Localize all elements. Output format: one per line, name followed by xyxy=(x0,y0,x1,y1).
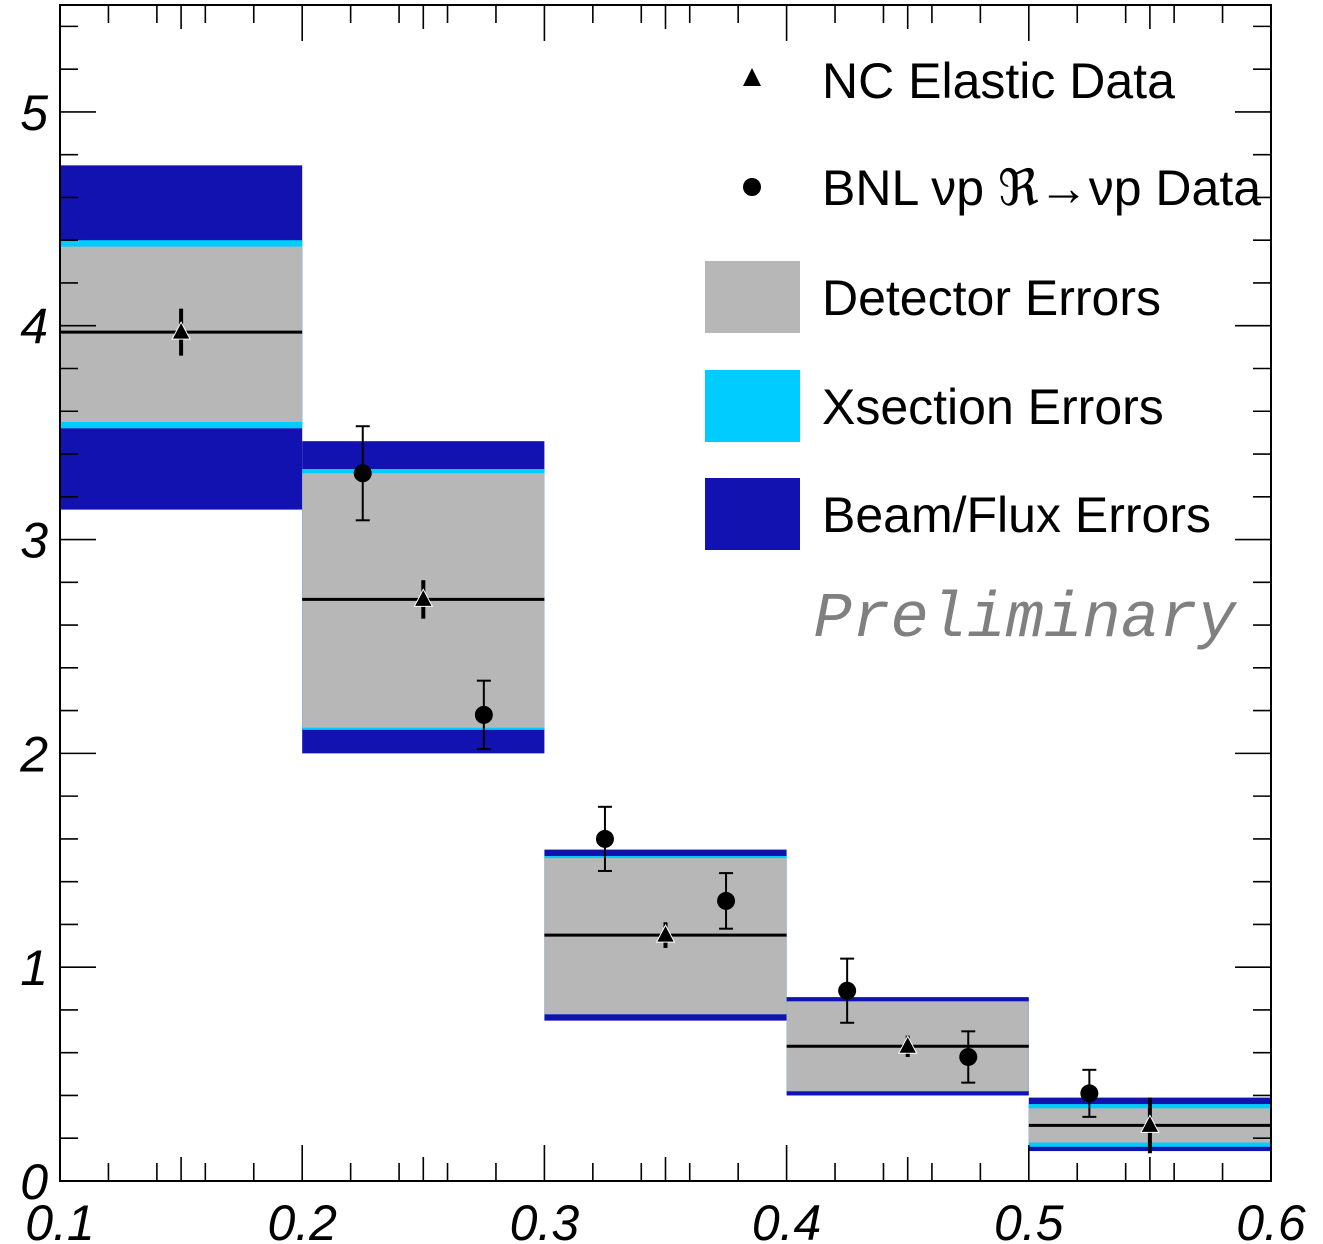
x-tick-label-0: 0.1 xyxy=(25,1195,95,1244)
legend-label-1: BNL νp ℜ→νp Data xyxy=(822,160,1261,216)
x-tick-label-3: 0.4 xyxy=(752,1195,822,1244)
bnl-data-point-4 xyxy=(838,981,857,1000)
y-tick-label-5: 5 xyxy=(20,85,48,141)
preliminary-annotation: Preliminary xyxy=(814,584,1238,656)
legend-label-3: Xsection Errors xyxy=(822,379,1164,435)
legend-swatch-beam xyxy=(705,478,800,550)
legend-triangle-icon xyxy=(743,68,761,86)
bnl-data-point-3 xyxy=(717,891,736,910)
nc-elastic-data-point-4 xyxy=(1140,1114,1160,1133)
nc-elastic-data-point-0 xyxy=(171,321,191,340)
bnl-data-point-2 xyxy=(595,829,614,848)
nc-elastic-data-point-1 xyxy=(413,588,434,607)
legend-label-2: Detector Errors xyxy=(822,270,1161,326)
bnl-data-point-0 xyxy=(353,464,372,483)
nc-elastic-data-point-3 xyxy=(897,1035,918,1054)
x-tick-label-2: 0.3 xyxy=(510,1195,580,1244)
legend-label-0: NC Elastic Data xyxy=(822,53,1175,109)
tick-labels: 0.1 0.2 0.3 0.4 0.5 0.6 0 1 2 3 4 5 xyxy=(19,85,1306,1244)
x-tick-label-5: 0.6 xyxy=(1236,1195,1306,1244)
y-tick-label-4: 4 xyxy=(20,299,48,355)
y-tick-label-2: 2 xyxy=(19,726,48,782)
y-tick-label-0: 0 xyxy=(20,1154,48,1210)
nc-elastic-data-point-2 xyxy=(655,924,676,943)
bnl-data-point-1 xyxy=(474,705,493,724)
y-tick-label-1: 1 xyxy=(20,940,48,996)
legend-label-4: Beam/Flux Errors xyxy=(822,487,1211,543)
legend-circle-icon xyxy=(743,178,761,196)
legend-swatch-xsection xyxy=(705,370,800,442)
data-markers xyxy=(171,321,1160,1133)
y-tick-label-3: 3 xyxy=(20,513,48,569)
axis-ticks xyxy=(59,5,1272,1182)
bnl-data-point-5 xyxy=(959,1047,978,1066)
x-tick-label-4: 0.5 xyxy=(994,1195,1064,1244)
legend-swatch-detector xyxy=(705,261,800,333)
bnl-data-point-6 xyxy=(1080,1084,1099,1103)
x-tick-label-1: 0.2 xyxy=(267,1195,337,1244)
legend: NC Elastic Data BNL νp ℜ→νp Data Detector … xyxy=(705,53,1261,550)
